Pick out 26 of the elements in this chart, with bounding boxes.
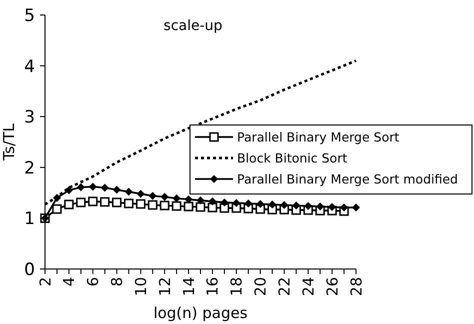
legend-label: Parallel Binary Merge Sort [237,129,400,144]
x-tick-label: 22 [275,277,294,296]
legend-label: Parallel Binary Merge Sort modified [237,171,458,186]
y-tick-label: 0 [24,260,35,280]
x-tick-label: 18 [228,277,246,296]
x-tick-label: 20 [252,277,270,296]
y-tick-label: 5 [24,6,35,26]
x-tick-label: 12 [156,277,174,296]
legend-label: Block Bitonic Sort [237,150,348,166]
x-tick-label: 24 [299,277,318,296]
x-tick-label: 10 [132,277,150,296]
x-tick-label: 6 [84,277,102,287]
y-tick-label: 1 [24,209,35,230]
x-tick-label: 28 [347,277,366,296]
y-tick-label: 2 [24,158,35,178]
x-tick-label: 26 [323,277,342,296]
x-tick-label: 8 [108,277,126,287]
y-axis-title: Ts/TL [0,122,18,162]
x-tick-label: 2 [36,277,54,287]
x-tick-label: 16 [204,277,222,296]
y-tick-label: 3 [24,108,35,128]
x-tick-label: 4 [60,277,78,287]
x-tick-label: 14 [180,277,198,296]
x-axis-title: log(n) pages [153,304,248,322]
chart-title: scale-up [164,18,223,34]
y-tick-label: 4 [24,56,35,77]
